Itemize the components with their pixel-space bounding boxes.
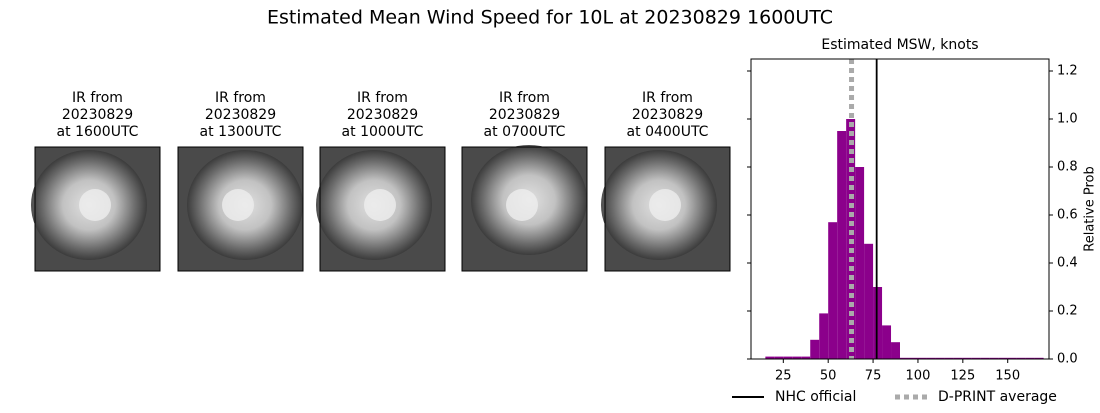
- y-tick-label: 1.2: [1057, 64, 1078, 79]
- panel-label: IR from: [642, 90, 693, 106]
- bar: [819, 313, 829, 359]
- chart: Estimated MSW, knots Relative Prob NHC off…: [732, 37, 1098, 405]
- ir-image-frame: [177, 146, 304, 272]
- bar: [1025, 357, 1035, 359]
- y-axis-label: Relative Prob: [1083, 166, 1098, 251]
- panel-label: 20230829: [205, 107, 276, 123]
- y-tick-label: 0.8: [1057, 160, 1078, 175]
- x-tick-label: 75: [865, 369, 882, 384]
- y-tick-label: 1.0: [1057, 112, 1078, 127]
- x-tick-label: 25: [775, 369, 792, 384]
- y-tick-label: 0.6: [1057, 208, 1078, 223]
- ir-image-core: [222, 189, 254, 221]
- bar: [998, 357, 1008, 359]
- panel-label: at 1000UTC: [342, 124, 424, 140]
- chart-title: Estimated MSW, knots: [821, 37, 978, 53]
- panel-label: IR from: [215, 90, 266, 106]
- ir-image-frame: [319, 146, 446, 272]
- bar: [891, 342, 900, 359]
- bar: [989, 357, 999, 359]
- ir-image-frame: [461, 146, 588, 272]
- bar: [926, 357, 936, 359]
- ir-image-core: [506, 189, 538, 221]
- x-tick-label: 100: [906, 369, 931, 384]
- panel-label: 20230829: [347, 107, 418, 123]
- panel-label: 20230829: [632, 107, 703, 123]
- plot-frame: [750, 58, 1050, 360]
- panel-label: IR from: [72, 90, 123, 106]
- bar: [1034, 357, 1044, 359]
- bar: [810, 339, 820, 359]
- bar: [1007, 357, 1017, 359]
- ir-image-core: [364, 189, 396, 221]
- bar: [900, 357, 909, 359]
- panel-label: at 0400UTC: [627, 124, 709, 140]
- bar: [944, 357, 954, 359]
- panel-label: IR from: [357, 90, 408, 106]
- ir-image-frame: [34, 146, 161, 272]
- panel-label: at 1600UTC: [57, 124, 139, 140]
- bar: [980, 357, 990, 359]
- ir-image-core: [79, 189, 111, 221]
- panel-label: 20230829: [62, 107, 133, 123]
- bar: [971, 357, 981, 359]
- bar: [1016, 357, 1026, 359]
- bar: [855, 167, 865, 359]
- bar: [953, 357, 963, 359]
- legend-label: D-PRINT average: [938, 389, 1057, 405]
- y-tick-label: 0.2: [1057, 304, 1078, 319]
- ir-image-frame: [604, 146, 731, 272]
- bar: [774, 356, 784, 359]
- x-tick-label: 150: [995, 369, 1020, 384]
- panel-label: at 0700UTC: [484, 124, 566, 140]
- bar: [765, 356, 775, 359]
- y-tick-label: 0.0: [1057, 352, 1078, 367]
- bar: [962, 357, 972, 359]
- bar: [935, 357, 945, 359]
- bar: [917, 357, 927, 359]
- panel-label: at 1300UTC: [200, 124, 282, 140]
- bar: [783, 356, 793, 359]
- legend-label: NHC official: [775, 389, 856, 405]
- bar: [908, 357, 918, 359]
- ir-image-core: [649, 189, 681, 221]
- main-title: Estimated Mean Wind Speed for 10L at 202…: [267, 7, 833, 29]
- bar: [837, 131, 847, 359]
- x-tick-label: 125: [950, 369, 975, 384]
- bar: [882, 325, 892, 359]
- bar: [828, 222, 838, 359]
- y-tick-label: 0.4: [1057, 256, 1078, 271]
- bar: [864, 243, 874, 359]
- panel-label: IR from: [499, 90, 550, 106]
- panel-label: 20230829: [489, 107, 560, 123]
- bar: [801, 356, 811, 359]
- bar: [792, 356, 802, 359]
- x-tick-label: 50: [820, 369, 837, 384]
